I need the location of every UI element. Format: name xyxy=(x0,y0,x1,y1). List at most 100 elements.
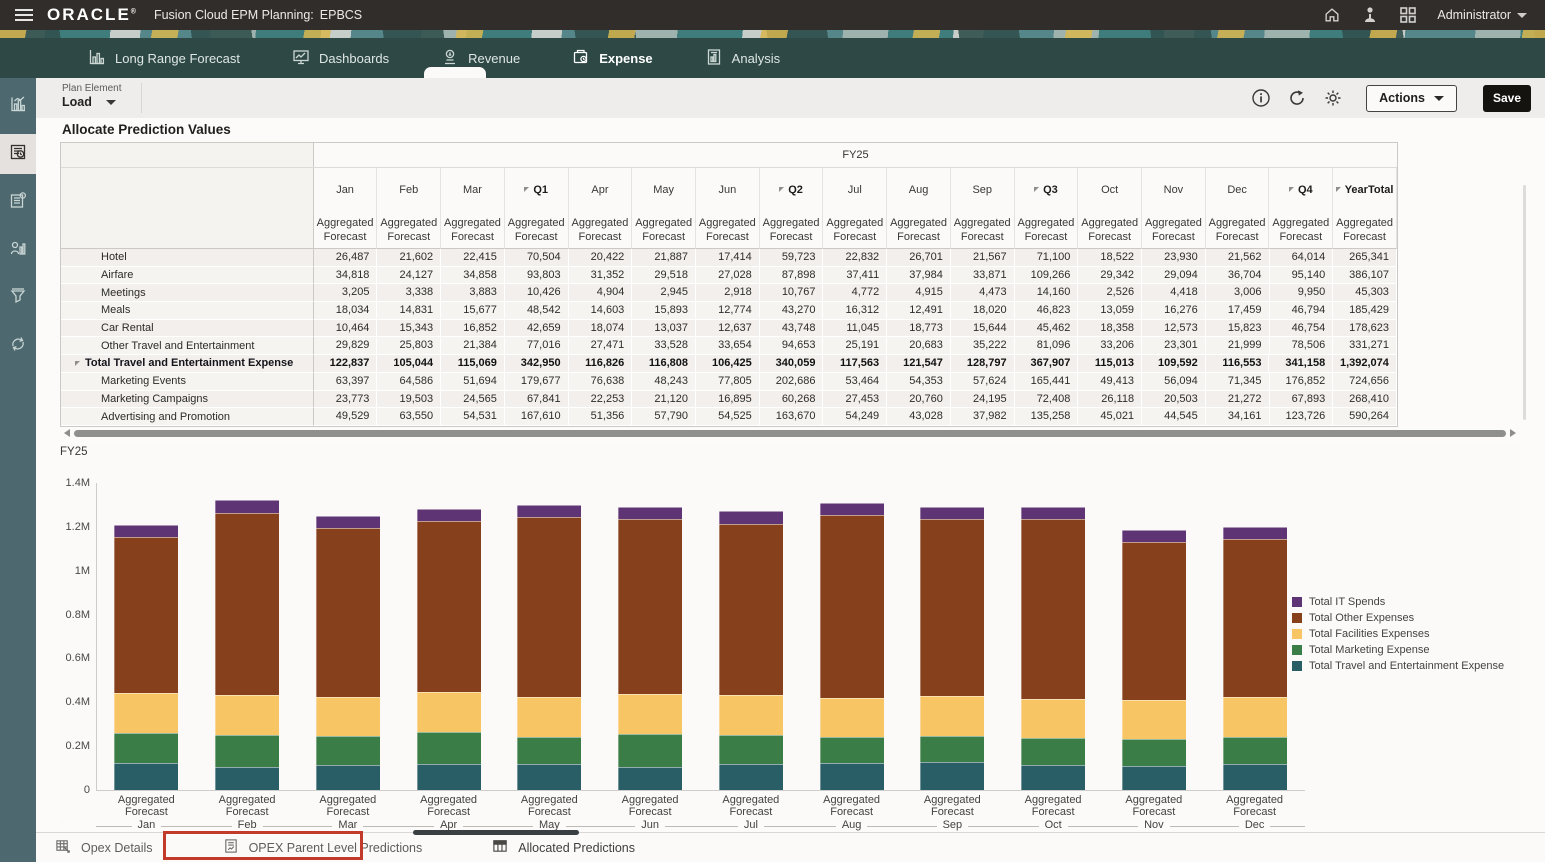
grid-data-cell[interactable]: 54,249 xyxy=(823,408,888,426)
collapse-triangle-icon[interactable] xyxy=(524,187,530,192)
grid-data-cell[interactable]: 178,623 xyxy=(1333,319,1397,338)
grid-data-cell[interactable]: 95,140 xyxy=(1269,266,1334,285)
bar-segment[interactable] xyxy=(215,767,280,790)
bar-segment[interactable] xyxy=(114,524,179,537)
grid-data-cell[interactable]: 43,748 xyxy=(759,319,824,338)
grid-data-cell[interactable]: 10,464 xyxy=(313,319,378,338)
grid-data-cell[interactable]: 56,094 xyxy=(1142,372,1206,391)
grid-column-header-q4[interactable]: Q4 xyxy=(1269,168,1334,211)
bar-segment[interactable] xyxy=(920,696,985,736)
grid-data-cell[interactable]: 27,453 xyxy=(823,390,888,409)
grid-data-cell[interactable]: 176,852 xyxy=(1269,372,1334,391)
grid-data-cell[interactable]: 54,353 xyxy=(887,372,951,391)
stacked-bar-dec[interactable] xyxy=(1222,526,1287,790)
bar-segment[interactable] xyxy=(416,508,481,522)
grid-data-cell[interactable]: 116,808 xyxy=(632,355,696,373)
grid-data-cell[interactable]: 4,418 xyxy=(1142,284,1206,303)
bar-segment[interactable] xyxy=(1222,539,1287,698)
settings-gear-icon[interactable] xyxy=(1322,87,1344,109)
grid-data-cell[interactable]: 341,158 xyxy=(1269,355,1334,373)
stacked-bar-aug[interactable] xyxy=(819,502,884,790)
bar-segment[interactable] xyxy=(718,764,783,790)
grid-data-cell[interactable]: 3,883 xyxy=(441,284,505,303)
grid-data-cell[interactable]: 121,547 xyxy=(887,355,951,373)
grid-data-cell[interactable]: 122,837 xyxy=(313,355,378,373)
grid-data-cell[interactable]: 21,887 xyxy=(632,249,697,267)
grid-data-cell[interactable]: 4,473 xyxy=(950,284,1015,303)
grid-data-cell[interactable]: 10,426 xyxy=(504,284,569,303)
grid-data-cell[interactable]: 18,020 xyxy=(950,302,1015,320)
grid-data-cell[interactable]: 51,694 xyxy=(441,372,505,391)
grid-data-cell[interactable]: 167,610 xyxy=(504,408,569,426)
grid-data-cell[interactable]: 123,726 xyxy=(1269,408,1334,426)
grid-data-cell[interactable]: 14,831 xyxy=(377,302,442,320)
grid-data-cell[interactable]: 43,028 xyxy=(887,408,951,426)
grid-data-cell[interactable]: 37,984 xyxy=(887,266,951,285)
user-menu[interactable]: Administrator xyxy=(1437,8,1527,22)
grid-data-cell[interactable]: 31,352 xyxy=(568,266,633,285)
bar-segment[interactable] xyxy=(315,736,380,765)
stacked-bar-jul[interactable] xyxy=(718,511,783,790)
grid-data-cell[interactable]: 18,773 xyxy=(887,319,951,338)
grid-data-cell[interactable]: 25,803 xyxy=(377,337,442,356)
grid-column-header-q1[interactable]: Q1 xyxy=(505,168,569,211)
grid-data-cell[interactable]: 34,818 xyxy=(313,266,378,285)
stacked-bar-may[interactable] xyxy=(517,504,582,790)
grid-data-cell[interactable]: 18,074 xyxy=(568,319,633,338)
bar-segment[interactable] xyxy=(1222,736,1287,765)
nav-tab-expense[interactable]: Expense xyxy=(572,38,653,78)
grid-data-cell[interactable]: 185,429 xyxy=(1333,302,1397,320)
grid-data-cell[interactable]: 135,258 xyxy=(1014,408,1079,426)
bar-segment[interactable] xyxy=(1121,541,1186,701)
grid-data-cell[interactable]: 19,503 xyxy=(377,390,442,409)
grid-data-cell[interactable]: 13,059 xyxy=(1078,302,1143,320)
legend-item[interactable]: Total Other Expenses xyxy=(1292,612,1504,624)
bottom-tab-opex-parent-level-predictions[interactable]: OPEX Parent Level Predictions xyxy=(223,838,422,857)
grid-data-cell[interactable]: 26,701 xyxy=(887,249,951,267)
bar-segment[interactable] xyxy=(718,511,783,524)
grid-column-header-jul[interactable]: Jul xyxy=(823,168,888,211)
grid-data-cell[interactable]: 26,118 xyxy=(1078,390,1143,409)
grid-data-cell[interactable]: 109,266 xyxy=(1014,266,1079,285)
grid-data-cell[interactable]: 48,542 xyxy=(504,302,569,320)
bar-segment[interactable] xyxy=(517,517,582,698)
collapse-triangle-icon[interactable] xyxy=(1335,187,1341,192)
bottom-tab-allocated-predictions[interactable]: Allocated Predictions xyxy=(492,838,635,857)
collapse-triangle-icon[interactable] xyxy=(75,360,80,366)
apps-grid-icon[interactable] xyxy=(1399,6,1417,24)
grid-data-cell[interactable]: 22,253 xyxy=(568,390,633,409)
grid-subheader-aug[interactable]: Aggregated Forecast xyxy=(887,211,951,249)
grid-column-header-dec[interactable]: Dec xyxy=(1206,168,1270,211)
bar-segment[interactable] xyxy=(114,733,179,764)
sidebar-item-workforce-report[interactable] xyxy=(0,230,36,270)
grid-data-cell[interactable]: 331,271 xyxy=(1333,337,1397,356)
grid-data-cell[interactable]: 9,950 xyxy=(1269,284,1334,303)
grid-row-label[interactable]: Car Rental xyxy=(61,319,314,338)
grid-data-cell[interactable]: 590,264 xyxy=(1333,408,1397,426)
grid-subheader-q2[interactable]: Aggregated Forecast xyxy=(759,211,824,249)
grid-column-header-yeartotal[interactable]: YearTotal xyxy=(1333,168,1397,211)
grid-data-cell[interactable]: 342,950 xyxy=(504,355,569,373)
grid-data-cell[interactable]: 11,045 xyxy=(823,319,888,338)
grid-data-cell[interactable]: 23,930 xyxy=(1142,249,1206,267)
bar-segment[interactable] xyxy=(618,766,683,790)
grid-subheader-jan[interactable]: Aggregated Forecast xyxy=(313,211,378,249)
grid-data-cell[interactable]: 20,683 xyxy=(887,337,951,356)
bar-segment[interactable] xyxy=(920,519,985,697)
grid-data-cell[interactable]: 94,653 xyxy=(759,337,824,356)
grid-data-cell[interactable]: 202,686 xyxy=(759,372,824,391)
bottom-tab-opex-details[interactable]: Opex Details xyxy=(55,838,153,857)
grid-subheader-dec[interactable]: Aggregated Forecast xyxy=(1205,211,1270,249)
bar-segment[interactable] xyxy=(517,504,582,518)
grid-data-cell[interactable]: 57,790 xyxy=(632,408,697,426)
bar-segment[interactable] xyxy=(114,692,179,734)
grid-data-cell[interactable]: 37,411 xyxy=(823,266,888,285)
bar-segment[interactable] xyxy=(1021,506,1086,520)
grid-data-cell[interactable]: 3,205 xyxy=(313,284,378,303)
grid-data-cell[interactable]: 4,915 xyxy=(887,284,951,303)
grid-data-cell[interactable]: 20,503 xyxy=(1142,390,1206,409)
grid-data-cell[interactable]: 116,553 xyxy=(1205,355,1270,373)
grid-data-cell[interactable]: 54,525 xyxy=(696,408,760,426)
grid-data-cell[interactable]: 3,006 xyxy=(1205,284,1270,303)
grid-data-cell[interactable]: 33,654 xyxy=(696,337,760,356)
